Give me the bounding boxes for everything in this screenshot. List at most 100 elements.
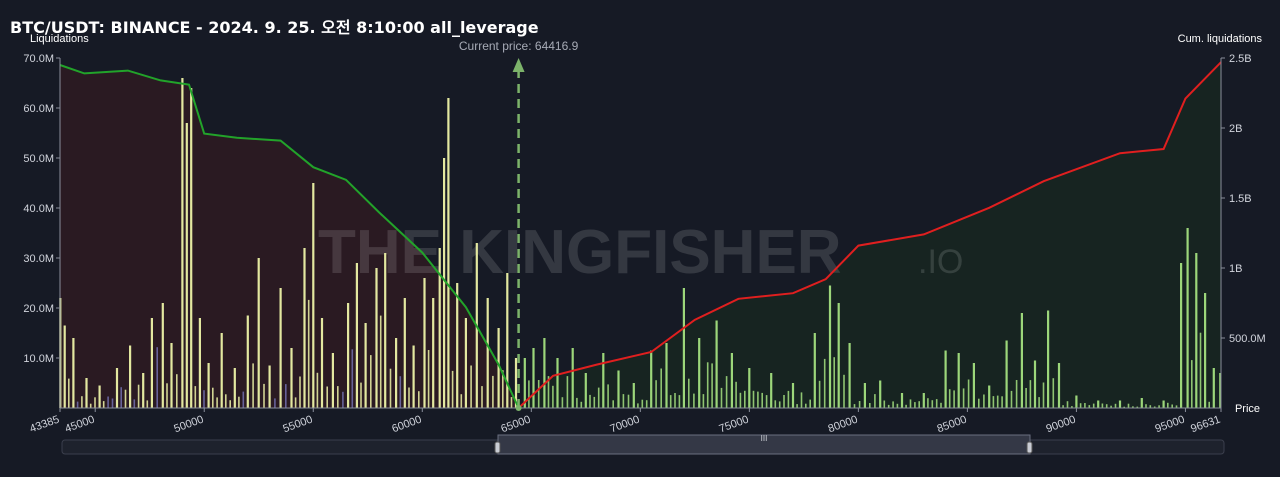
short-liquidation-bar bbox=[627, 394, 630, 408]
long-liquidation-bar bbox=[63, 325, 66, 408]
short-liquidation-bar bbox=[787, 390, 790, 408]
short-liquidation-bar bbox=[1175, 405, 1178, 408]
short-liquidation-bar bbox=[869, 403, 871, 408]
short-liquidation-bar bbox=[1010, 390, 1013, 408]
short-liquidation-bar bbox=[655, 380, 657, 408]
short-liquidation-bar bbox=[580, 401, 583, 408]
long-liquidation-bar bbox=[212, 387, 214, 408]
short-liquidation-bar bbox=[589, 394, 591, 408]
short-liquidation-bar bbox=[547, 376, 550, 408]
short-liquidation-bar bbox=[730, 353, 733, 408]
long-liquidation-bar bbox=[481, 386, 483, 408]
x-tick-label: 55000 bbox=[281, 414, 314, 436]
range-handle-left[interactable] bbox=[494, 441, 501, 454]
short-liquidation-bar bbox=[552, 385, 554, 408]
y-tick-label: 20.0M bbox=[23, 303, 54, 315]
short-liquidation-bar bbox=[853, 404, 856, 408]
long-liquidation-bar bbox=[194, 386, 197, 408]
y2-tick-label: 1.5B bbox=[1229, 193, 1252, 205]
long-liquidation-bar bbox=[470, 365, 472, 408]
short-liquidation-bar bbox=[905, 404, 907, 408]
short-liquidation-bar bbox=[682, 288, 685, 408]
range-scrollbar[interactable]: III bbox=[61, 434, 1225, 455]
x-tick-label: 96631 bbox=[1189, 414, 1222, 436]
y2-tick-label: 2.5B bbox=[1229, 53, 1252, 65]
short-liquidation-bar bbox=[918, 401, 920, 408]
long-liquidation-bar bbox=[403, 298, 406, 408]
short-liquidation-bar bbox=[809, 399, 811, 408]
y-tick-label: 50.0M bbox=[23, 153, 54, 165]
short-liquidation-bar bbox=[1114, 403, 1117, 408]
long-liquidation-bar bbox=[438, 248, 441, 408]
short-liquidation-bar bbox=[931, 400, 934, 408]
long-liquidation-bar bbox=[412, 345, 415, 408]
short-liquidation-bar bbox=[1145, 404, 1147, 408]
liquidation-bars bbox=[59, 78, 1222, 408]
long-liquidation-bar bbox=[326, 386, 328, 408]
short-liquidation-bar bbox=[1195, 253, 1198, 408]
current-price-arrow-icon bbox=[512, 58, 525, 72]
y2-axis-label: Cum. liquidations bbox=[1178, 33, 1263, 45]
short-liquidation-bar bbox=[612, 400, 614, 408]
long-liquidation-bar bbox=[81, 396, 83, 408]
short-liquidation-bar bbox=[739, 392, 742, 408]
short-liquidation-bar bbox=[645, 400, 648, 408]
short-liquidation-bar bbox=[765, 395, 768, 408]
short-liquidation-bar bbox=[1162, 400, 1165, 408]
long-liquidation-bar bbox=[124, 389, 127, 408]
x-tick-label: 50000 bbox=[172, 414, 205, 436]
short-liquidation-bar bbox=[1066, 401, 1069, 408]
short-liquidation-bar bbox=[967, 379, 970, 408]
short-liquidation-bar bbox=[725, 376, 728, 408]
current-price-marker: Current price: 64416.9 bbox=[459, 39, 579, 411]
long-liquidation-bar bbox=[395, 338, 398, 408]
x-tick-label: 60000 bbox=[390, 414, 423, 436]
short-liquidation-bar bbox=[828, 285, 832, 408]
short-liquidation-bar bbox=[892, 401, 894, 408]
short-liquidation-bar bbox=[883, 400, 886, 408]
short-liquidation-bar bbox=[818, 380, 821, 408]
short-liquidation-bar bbox=[770, 373, 773, 408]
short-liquidation-bar bbox=[576, 397, 578, 408]
long-liquidation-bar bbox=[246, 315, 249, 408]
long-liquidation-bar bbox=[242, 391, 245, 408]
long-liquidation-bar bbox=[72, 338, 75, 408]
long-liquidation-bar bbox=[268, 365, 271, 408]
chart-title: BTC/USDT: BINANCE - 2024. 9. 25. 오전 8:10… bbox=[10, 18, 539, 37]
long-liquidation-bar bbox=[290, 348, 293, 408]
x-tick-label: 75000 bbox=[718, 414, 751, 436]
short-liquidation-bar bbox=[532, 348, 535, 408]
short-liquidation-bar bbox=[791, 383, 795, 408]
short-liquidation-bar bbox=[1153, 406, 1156, 408]
short-liquidation-bar bbox=[833, 357, 835, 408]
short-liquidation-bar bbox=[922, 393, 925, 408]
y-tick-label: 70.0M bbox=[23, 53, 54, 65]
long-liquidation-bar bbox=[299, 376, 301, 408]
short-liquidation-bar bbox=[715, 320, 718, 408]
short-liquidation-bar bbox=[843, 374, 845, 408]
long-liquidation-bar bbox=[342, 391, 344, 408]
long-liquidation-bar bbox=[510, 397, 513, 408]
short-liquidation-bar bbox=[660, 368, 662, 408]
short-liquidation-bar bbox=[940, 402, 942, 408]
x-tick-label: 85000 bbox=[936, 414, 969, 436]
range-handle-right[interactable] bbox=[1026, 441, 1033, 454]
long-liquidation-bar bbox=[107, 396, 109, 408]
long-liquidation-bar bbox=[320, 318, 324, 408]
long-liquidation-bar bbox=[129, 345, 132, 408]
short-liquidation-bar bbox=[1191, 360, 1193, 408]
short-liquidation-bar bbox=[858, 401, 861, 408]
range-grip-icon[interactable]: III bbox=[761, 434, 768, 443]
short-liquidation-bar bbox=[927, 398, 929, 408]
long-liquidation-bar bbox=[337, 386, 339, 408]
current-price-label: Current price: 64416.9 bbox=[459, 39, 579, 53]
short-liquidation-bar bbox=[1101, 403, 1104, 408]
x-tick-label: 95000 bbox=[1154, 414, 1187, 436]
short-liquidation-bar bbox=[848, 343, 851, 408]
long-liquidation-bar bbox=[360, 382, 362, 408]
short-liquidation-bar bbox=[988, 385, 991, 408]
short-liquidation-bar bbox=[972, 363, 975, 408]
long-liquidation-bar bbox=[94, 397, 96, 408]
short-liquidation-bar bbox=[761, 392, 763, 408]
short-liquidation-bar bbox=[1092, 403, 1095, 408]
